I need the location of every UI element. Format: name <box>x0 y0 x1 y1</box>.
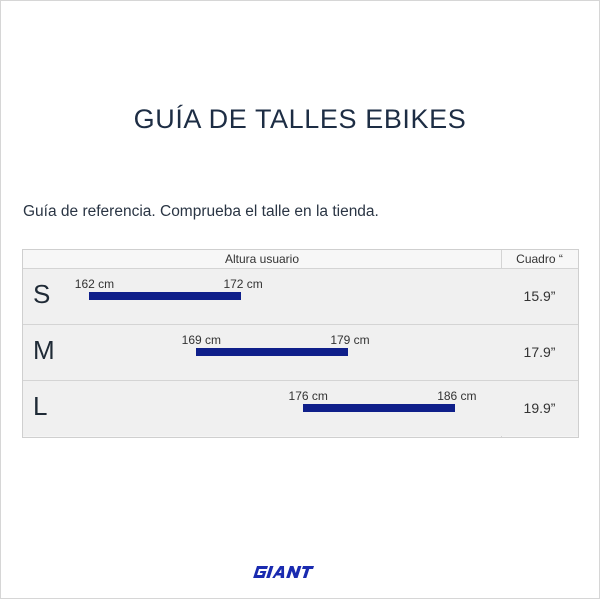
table-header: Altura usuario Cuadro “ <box>23 250 578 269</box>
max-height-label: 186 cm <box>437 389 477 403</box>
height-range-bar <box>88 292 242 300</box>
min-height-label: 169 cm <box>181 333 222 347</box>
page-title: GUÍA DE TALLES EBIKES <box>133 104 467 134</box>
min-height-label: 162 cm <box>74 277 115 291</box>
page-subtitle: Guía de referencia. Comprueba el talle e… <box>23 203 379 220</box>
header-frame: Cuadro “ <box>516 252 563 266</box>
frame-size: 19.9” <box>523 400 556 416</box>
frame-size: 15.9” <box>523 288 556 304</box>
frame-size: 17.9” <box>523 344 556 360</box>
size-table: Altura usuario Cuadro “ S 162 cm 172 cm … <box>22 249 579 438</box>
size-label: M <box>33 335 55 365</box>
max-height-label: 179 cm <box>330 333 370 347</box>
size-label: S <box>33 279 51 309</box>
min-height-label: 176 cm <box>288 389 328 403</box>
height-range-bar <box>302 404 456 412</box>
table-row: S 162 cm 172 cm 15.9” <box>23 269 578 325</box>
max-height-label: 172 cm <box>223 277 263 291</box>
table-row: L 176 cm 186 cm 19.9” <box>23 381 578 436</box>
header-height: Altura usuario <box>224 252 300 266</box>
table-row: M 169 cm 179 cm 17.9” <box>23 325 578 381</box>
giant-logo <box>253 566 315 578</box>
size-label: L <box>33 391 48 421</box>
height-range-bar <box>195 348 349 356</box>
